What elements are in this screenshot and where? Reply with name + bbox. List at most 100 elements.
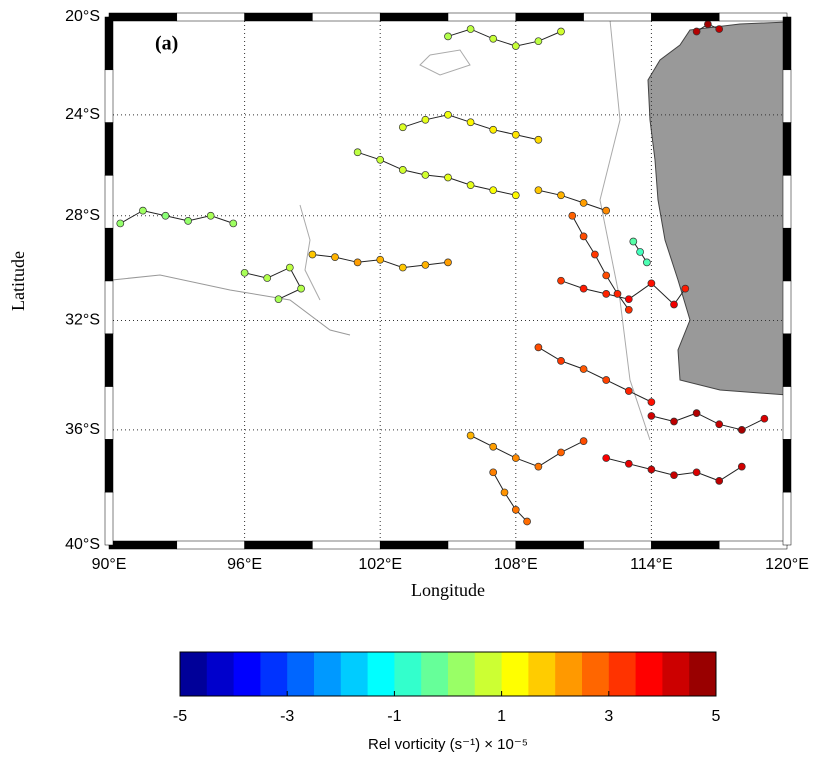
y-axis-label: Latitude: [8, 251, 28, 311]
eddy-point: [398, 263, 407, 272]
eddy-point: [624, 459, 633, 468]
colorbar-swatch: [555, 652, 583, 696]
eddy-point: [613, 290, 622, 298]
colorbar-swatch: [501, 652, 529, 696]
eddy-point: [489, 468, 498, 477]
eddy-point: [579, 232, 588, 241]
y-tick-label: 36°S: [65, 421, 100, 438]
frame-block: [104, 122, 114, 176]
eddy-point: [500, 488, 509, 497]
eddy-point: [489, 125, 498, 134]
eddy-point: [444, 173, 452, 182]
frame-block: [651, 540, 720, 550]
frame-block: [104, 280, 114, 335]
frame-block: [104, 333, 114, 387]
frame-block: [176, 540, 245, 550]
eddy-point: [466, 118, 475, 127]
eddy-point: [534, 343, 543, 352]
eddy-point: [353, 148, 362, 157]
eddy-point: [737, 426, 746, 434]
eddy-point: [715, 477, 724, 485]
eddy-point: [557, 27, 565, 36]
eddy-point: [760, 414, 769, 423]
isobath: [299, 204, 321, 301]
eddy-point: [116, 219, 125, 228]
eddy-point: [376, 155, 385, 164]
eddy-point: [229, 219, 238, 228]
eddy-point: [579, 365, 588, 373]
frame-block: [583, 12, 652, 22]
frame-block: [782, 175, 792, 229]
eddy-point: [398, 123, 407, 132]
eddy-point: [534, 37, 543, 46]
eddy-point: [398, 166, 407, 174]
eddy-point: [308, 250, 317, 259]
colorbar-swatch: [233, 652, 261, 696]
eddy-point: [444, 110, 452, 119]
eddy-point: [647, 279, 656, 288]
eddy-point: [139, 206, 147, 215]
frame-block: [379, 540, 449, 550]
colorbar-swatch: [582, 652, 610, 696]
eddy-point: [489, 442, 498, 451]
eddy-point: [206, 211, 215, 220]
y-tick-label: 28°S: [65, 207, 100, 224]
colorbar-swatch: [314, 652, 342, 696]
isobath: [419, 49, 471, 76]
eddy-point: [647, 465, 656, 474]
frame: [104, 12, 792, 550]
colorbar-swatch: [448, 652, 476, 696]
frame-block: [583, 540, 652, 550]
colorbar-swatch: [662, 652, 690, 696]
eddy-point: [421, 171, 430, 179]
eddy-point: [715, 420, 724, 429]
eddy-point: [624, 387, 633, 395]
eddy-point: [557, 357, 565, 365]
track-line: [651, 412, 765, 431]
eddy-point: [670, 417, 678, 426]
colorbar-tick-label: 1: [497, 708, 506, 725]
eddy-point: [647, 412, 656, 420]
eddy-point: [681, 284, 690, 293]
eddy-point: [670, 300, 678, 309]
isobath: [111, 274, 351, 336]
eddy-point: [692, 468, 701, 477]
eddy-point: [557, 276, 565, 285]
colorbar-swatch: [421, 652, 449, 696]
eddy-point: [240, 268, 249, 277]
x-tick-label: 96°E: [227, 556, 262, 573]
eddy-point: [511, 130, 520, 139]
eddy-point: [297, 284, 305, 293]
eddy-point: [692, 409, 701, 417]
x-tick-label: 114°E: [630, 556, 673, 573]
frame-block: [718, 540, 788, 550]
frame-block: [718, 12, 788, 22]
eddy-point: [602, 376, 611, 384]
colorbar-swatch: [474, 652, 503, 696]
eddy-point: [263, 274, 272, 282]
colorbar-swatch: [528, 652, 556, 696]
eddy-point: [444, 258, 452, 267]
eddy-point: [534, 186, 543, 195]
eddy-point: [161, 211, 170, 220]
frame-block: [782, 439, 792, 493]
track-line: [492, 472, 528, 522]
frame-block: [104, 386, 114, 440]
colorbar-swatch: [206, 652, 235, 696]
eddy-point: [579, 284, 588, 293]
eddy-point: [602, 454, 611, 462]
colorbar-swatch: [608, 652, 637, 696]
track-line: [538, 189, 607, 212]
isobath: [599, 19, 651, 441]
colorbar-tick-label: -1: [387, 708, 401, 725]
frame-block: [782, 386, 792, 440]
frame-block: [782, 333, 792, 387]
eddy-point: [647, 398, 656, 406]
x-axis-label: Longitude: [411, 580, 485, 600]
frame-block: [312, 12, 381, 22]
frame-block: [782, 280, 792, 335]
frame-block: [244, 540, 313, 550]
x-tick-label: 120°E: [765, 556, 809, 573]
frame-block: [108, 12, 178, 22]
eddy-point: [511, 42, 520, 50]
